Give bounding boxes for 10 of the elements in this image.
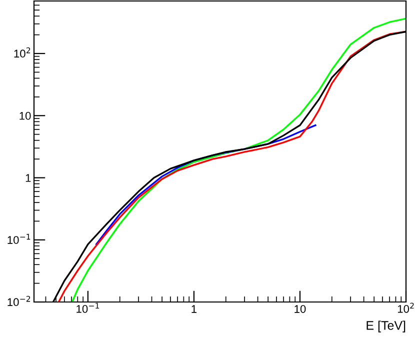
x-axis-title: E [TeV] (366, 320, 406, 332)
y-tick-label: 10$^{2}$ (14, 47, 30, 58)
x-tick-label: 1 (192, 305, 196, 313)
y-tick-label: 10$^{−1}$ (8, 234, 30, 244)
y-tick-label: 1 (26, 174, 31, 182)
x-tick-label: 10$^{2}$ (398, 302, 414, 313)
y-tick-label: 10 (20, 112, 31, 120)
x-tick-label: 10$^{−1}$ (76, 302, 99, 313)
x-tick-label: 10 (294, 305, 306, 313)
y-tick-label: 10$^{−2}$ (8, 296, 30, 306)
